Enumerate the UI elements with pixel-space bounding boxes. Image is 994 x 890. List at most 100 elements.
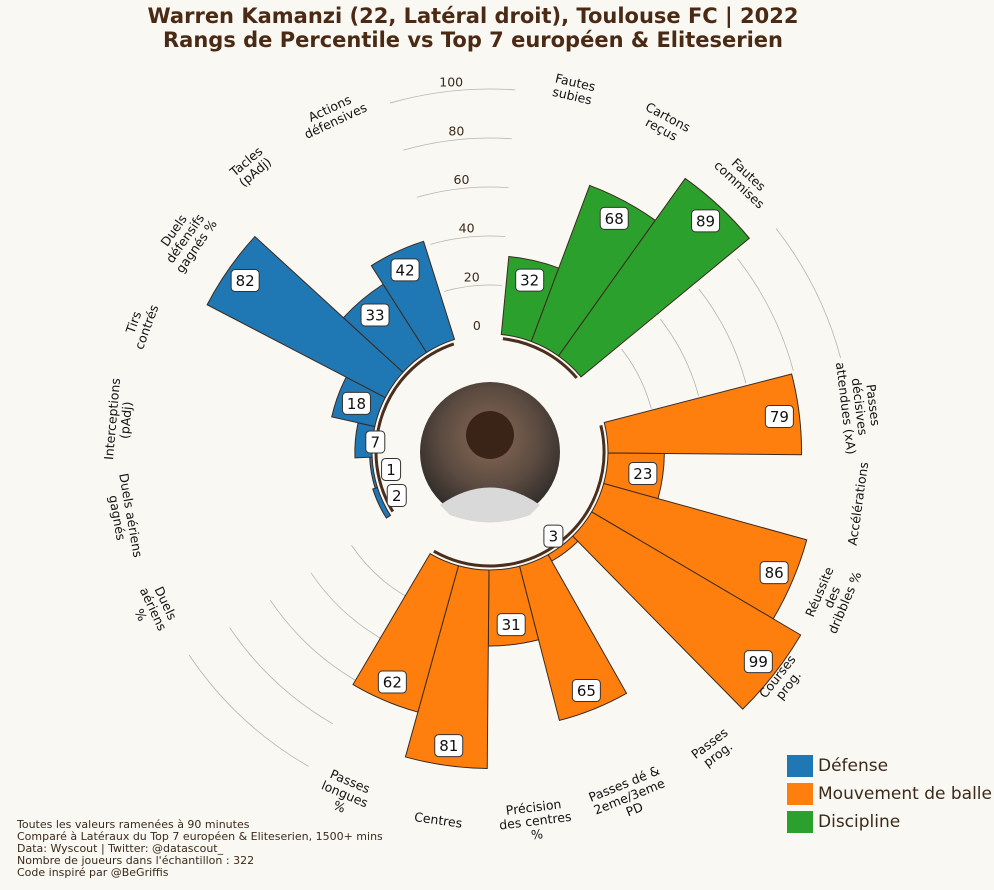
value-label: 68 (605, 210, 624, 228)
footnote: Nombre de joueurs dans l'échantillon : 3… (17, 854, 254, 867)
value-label: 33 (365, 306, 384, 324)
grid-arc (430, 235, 506, 245)
legend-swatch (787, 783, 813, 805)
value-label-box (515, 268, 545, 292)
category-label: Réussitedesdribbles % (799, 558, 864, 635)
category-label: Passesdécisivesattendues (xA) (833, 358, 886, 455)
grid-arc (351, 545, 407, 597)
grid-arc (403, 137, 512, 151)
value-label: 89 (696, 212, 715, 230)
footnote: Toutes les valeurs ramenées à 90 minutes (16, 818, 250, 831)
value-label: 18 (347, 395, 366, 413)
value-label: 62 (383, 674, 402, 692)
value-label-box (230, 269, 260, 293)
photo-head (466, 411, 514, 459)
bar (518, 554, 628, 722)
y-tick-label: 20 (464, 269, 480, 284)
grid-arc (775, 228, 842, 359)
value-label-box (543, 524, 564, 548)
category-label: Précisiondes centres% (497, 795, 574, 846)
grid (188, 88, 842, 767)
footnote: Data: Wyscout | Twitter: @datascout_ (17, 842, 224, 855)
value-label: 79 (770, 408, 789, 426)
value-label: 7 (371, 433, 381, 451)
category-label: Fautessubies (551, 70, 597, 107)
value-label-box (691, 209, 721, 233)
value-label: 99 (749, 653, 768, 671)
value-label: 31 (502, 616, 521, 634)
value-label-box (759, 561, 789, 585)
category-label: Centres (413, 809, 463, 831)
value-label-box (764, 404, 794, 428)
category-label: Passesprog. (688, 724, 739, 772)
value-label-box (496, 613, 526, 637)
y-tick-label: 40 (459, 221, 475, 236)
value-label: 32 (520, 272, 539, 290)
value-label: 2 (392, 487, 402, 505)
category-label: Duels aériensgagnés (103, 472, 146, 561)
y-tick-label: 100 (439, 75, 463, 90)
footnote: Code inspiré par @BeGriffis (17, 866, 169, 879)
value-label-box (390, 258, 420, 282)
value-label-box (628, 461, 658, 485)
category-label: Tacles(pAdj) (226, 143, 274, 190)
category-label: Tirscontrés (118, 298, 161, 351)
legend-swatch (787, 811, 813, 833)
grid-arc (310, 572, 383, 640)
bar (603, 373, 803, 456)
category-label: Fautescommises (712, 147, 778, 211)
y-tick-label: 0 (473, 318, 481, 333)
legend-label: Défense (818, 756, 888, 776)
category-label: Passeslongues% (314, 764, 376, 822)
value-label-box (386, 483, 407, 507)
category-label: Actionsdéfensives (296, 87, 369, 141)
photo-shirt (440, 487, 540, 523)
value-label: 1 (386, 461, 396, 479)
legend-label: Mouvement de balle (818, 784, 992, 804)
player-photo (420, 382, 560, 523)
bar (404, 565, 490, 769)
value-label-box (571, 679, 601, 703)
footnote: Comparé à Latéraux du Top 7 européen & E… (17, 830, 383, 843)
bar (372, 486, 392, 519)
value-label: 65 (577, 682, 596, 700)
grid-arc (389, 88, 516, 104)
legend-swatch (787, 755, 813, 777)
grid-arc (229, 627, 334, 725)
value-label: 86 (765, 564, 784, 582)
value-label: 23 (633, 465, 652, 483)
legend-label: Discipline (818, 812, 900, 832)
value-label-box (434, 734, 464, 758)
value-label-box (377, 670, 407, 694)
value-label-box (365, 430, 386, 454)
grid-arc (416, 186, 509, 198)
value-label: 82 (236, 272, 255, 290)
chart-title: Warren Kamanzi (22, Latéral droit), Toul… (148, 4, 799, 29)
grid-arc (659, 318, 700, 397)
chart-subtitle: Rangs de Percentile vs Top 7 européen & … (163, 28, 783, 52)
value-label-box (341, 391, 371, 415)
inner-arc (374, 342, 455, 513)
grid-arc (269, 599, 358, 682)
bar (572, 511, 802, 710)
grid-arc (188, 654, 309, 767)
value-label-box (381, 457, 402, 481)
bars (206, 177, 808, 769)
value-label-box (599, 206, 629, 230)
y-tick-label: 60 (454, 172, 470, 187)
category-label: Duelsaériens% (125, 579, 183, 639)
grid-arc (698, 288, 747, 384)
inner-arc (502, 337, 578, 379)
category-label: Duelsdéfensifsgagnés % (149, 201, 219, 276)
category-label: Interceptions(pAdj) (101, 377, 137, 461)
y-tick-label: 80 (448, 123, 464, 138)
grid-arc (621, 348, 652, 409)
value-label-box (743, 650, 773, 674)
value-label: 3 (549, 528, 559, 546)
grid-arc (737, 258, 794, 371)
grid-arc (443, 284, 502, 292)
value-label-box (360, 303, 390, 327)
value-label: 81 (439, 737, 458, 755)
category-label: Passes dé &2eme/3emePD (586, 762, 672, 830)
